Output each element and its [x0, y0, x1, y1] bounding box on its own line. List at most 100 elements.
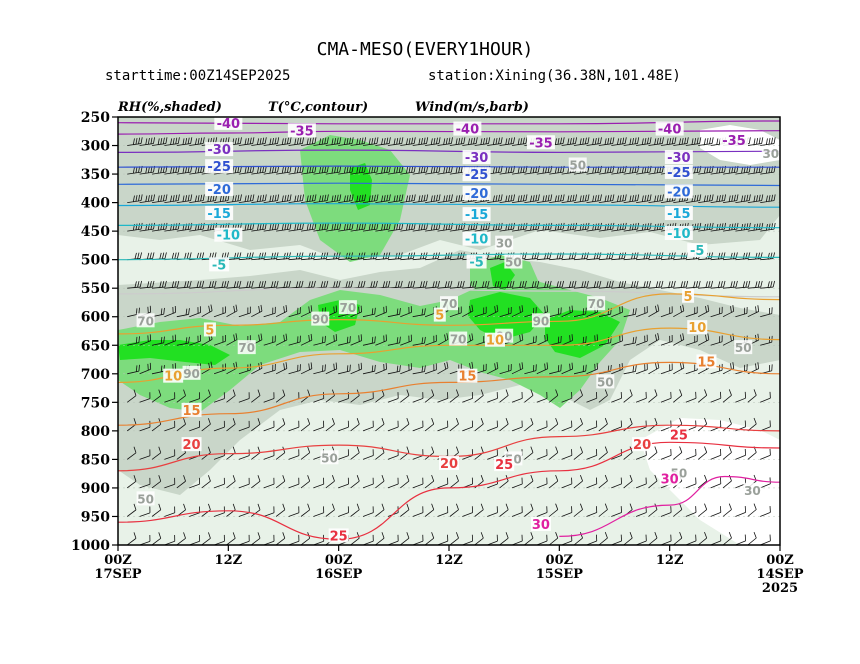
wind-barb-shaft — [524, 537, 534, 545]
wind-barb-flag — [163, 307, 165, 315]
wind-barb-flag — [306, 223, 309, 231]
wind-barb-flag — [232, 389, 236, 396]
wind-barb-flag — [152, 252, 155, 259]
wind-barb-flag — [512, 280, 515, 288]
wind-barb — [598, 417, 608, 432]
wind-barb — [338, 364, 351, 375]
wind-barb-flag — [358, 223, 361, 230]
wind-barb-flag — [592, 138, 595, 145]
wind-barb-shaft — [511, 339, 523, 346]
wind-barb-shaft — [213, 398, 225, 403]
rh-bright-3 — [350, 163, 372, 210]
wind-barb-shaft — [623, 480, 633, 489]
wind-barb — [449, 417, 459, 432]
wind-barb-shaft — [375, 480, 385, 489]
wind-barb-flag — [185, 137, 188, 145]
wind-barb-shaft — [350, 537, 360, 545]
wind-barb-flag — [247, 137, 250, 145]
wind-barb-flag — [187, 137, 190, 144]
wind-barb — [400, 532, 410, 545]
wind-barb-flag — [307, 446, 311, 453]
wind-barb-flag — [257, 503, 261, 510]
wind-barb-flag — [376, 222, 379, 230]
wind-barb-flag — [581, 281, 584, 288]
wind-barb-flag — [520, 195, 523, 202]
wind-barb — [176, 532, 186, 545]
rh-label: 30 — [762, 147, 779, 161]
wind-barb-flag — [347, 506, 349, 513]
wind-barb-flag — [728, 503, 732, 510]
wind-barb-flag — [269, 138, 272, 145]
wind-barb-flag — [572, 137, 575, 144]
wind-barb-shaft — [561, 512, 572, 517]
wind-barb-flag — [569, 195, 572, 202]
wind-barb — [375, 194, 391, 203]
wind-barb-shaft — [213, 340, 226, 346]
wind-barb-shaft — [487, 367, 499, 375]
wind-barb — [362, 307, 376, 318]
wind-barb-shaft — [350, 452, 360, 460]
wind-barb-flag — [309, 137, 312, 145]
wind-barb-flag — [224, 335, 226, 342]
wind-barb-flag — [747, 280, 751, 288]
wind-barb-flag — [314, 165, 317, 173]
wind-barb-shaft — [127, 370, 139, 375]
wind-barb — [561, 449, 573, 460]
wind-barb — [325, 389, 335, 403]
wind-barb-shaft — [437, 512, 448, 517]
wind-barb-shaft — [673, 452, 683, 460]
wind-barb — [176, 475, 186, 489]
wind-barb-shaft — [648, 367, 660, 375]
wind-barb-shaft — [300, 480, 310, 489]
wind-barb-shaft — [722, 258, 736, 261]
wind-barb-flag — [607, 223, 610, 230]
wind-barb — [710, 391, 722, 403]
wind-barb-shaft — [176, 286, 190, 289]
wind-barb — [275, 333, 288, 346]
wind-barb-flag — [629, 223, 632, 231]
wind-barb — [722, 333, 735, 346]
wind-barb-flag — [646, 137, 649, 144]
wind-barb-shaft — [375, 395, 385, 403]
wind-barb-flag — [604, 532, 608, 539]
wind-barb-flag — [234, 195, 237, 202]
wind-barb-flag — [147, 166, 150, 173]
wind-barb-flag — [364, 137, 367, 144]
wind-barb-shaft — [189, 483, 200, 489]
wind-barb-shaft — [238, 258, 252, 261]
wind-barb-flag — [356, 503, 360, 510]
wind-barb — [424, 418, 435, 432]
wind-barb-flag — [260, 361, 263, 369]
wind-barb-flag — [535, 335, 537, 343]
wind-barb-shaft — [573, 286, 587, 289]
wind-barb-shaft — [338, 483, 349, 489]
wind-barb — [474, 306, 487, 318]
wind-barb-flag — [463, 137, 466, 144]
wind-barb-flag — [753, 531, 757, 539]
wind-barb-flag — [604, 503, 608, 510]
wind-barb-shaft — [611, 340, 623, 346]
wind-barb-flag — [619, 364, 621, 371]
wind-barb-shaft — [151, 480, 162, 489]
wind-barb-shaft — [238, 286, 252, 289]
wind-barb-flag — [608, 281, 612, 288]
wind-barb-flag — [368, 195, 371, 202]
wind-barb-shaft — [549, 258, 563, 261]
wind-barb-shaft — [238, 483, 250, 489]
wind-barb-shaft — [226, 286, 240, 289]
wind-barb-shaft — [226, 395, 236, 403]
wind-barb-flag — [182, 138, 185, 145]
wind-barb-shaft — [437, 258, 451, 261]
rh-label-bg — [440, 296, 458, 311]
wind-barb-flag — [744, 420, 747, 427]
wind-barb-flag — [347, 420, 349, 428]
wind-barb — [362, 420, 374, 432]
wind-barb-shaft — [412, 455, 424, 460]
wind-barb-flag — [432, 281, 435, 288]
wind-barb-flag — [289, 194, 292, 201]
wind-barb — [189, 420, 201, 432]
wind-barb-flag — [654, 417, 658, 425]
wind-barb-flag — [592, 166, 595, 174]
wind-barb-flag — [264, 137, 267, 144]
wind-barb — [313, 477, 325, 489]
